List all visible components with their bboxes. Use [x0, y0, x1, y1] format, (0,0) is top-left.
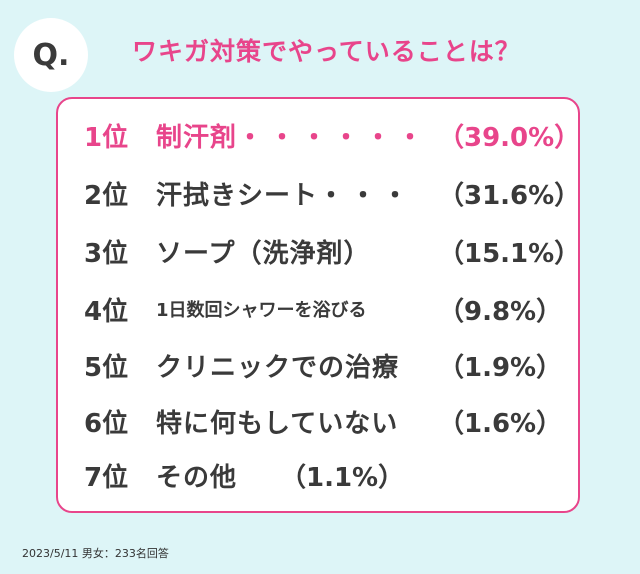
percent-label: （1.1%） [280, 462, 405, 493]
question-title: ワキガ対策でやっていることは？ [132, 37, 521, 66]
item-label: クリニックでの治療 [156, 352, 400, 383]
question-badge: Q. [14, 18, 88, 92]
percent-label: （15.1%） [438, 238, 581, 269]
item-label: ソープ（洗浄剤） [156, 238, 371, 269]
rank-label: 2位 [84, 180, 129, 211]
survey-footnote: 2023/5/11 男女：233名回答 [22, 547, 169, 560]
item-label: 汗拭きシート [156, 180, 319, 211]
item-label: 制汗剤 [156, 122, 238, 153]
question-badge-label: Q. [32, 37, 70, 73]
ranking-row-4: 4位 1日数回シャワーを浴びる （9.8%） [84, 287, 568, 331]
dot-leader: ・・・・・・ [237, 122, 430, 153]
percent-label: （39.0%） [438, 122, 581, 153]
rank-label: 3位 [84, 238, 129, 269]
rank-label: 5位 [84, 352, 129, 383]
ranking-row-5: 5位 クリニックでの治療 （1.9%） [84, 343, 568, 387]
rank-label: 1位 [84, 122, 129, 153]
percent-label: （1.6%） [438, 408, 563, 439]
rank-label: 7位 [84, 462, 129, 493]
ranking-row-2: 2位 汗拭きシート ・・・ （31.6%） [84, 171, 580, 215]
ranking-row-7: 7位 その他 （1.1%） [84, 453, 568, 497]
percent-label: （9.8%） [438, 296, 563, 327]
ranking-row-1: 1位 制汗剤 ・・・・・・ （39.0%） [84, 113, 580, 157]
ranking-row-3: 3位 ソープ（洗浄剤） （15.1%） [84, 229, 580, 273]
item-label: その他 [156, 462, 238, 493]
rank-label: 6位 [84, 408, 129, 439]
item-label: 1日数回シャワーを浴びる [156, 300, 367, 321]
rank-label: 4位 [84, 296, 129, 327]
item-label: 特に何もしていない [156, 408, 399, 439]
percent-label: （31.6%） [438, 180, 581, 211]
percent-label: （1.9%） [438, 352, 563, 383]
dot-leader: ・・・ [318, 180, 415, 211]
ranking-card: 1位 制汗剤 ・・・・・・ （39.0%） 2位 汗拭きシート ・・・ （31.… [56, 97, 580, 513]
ranking-row-6: 6位 特に何もしていない （1.6%） [84, 399, 568, 443]
